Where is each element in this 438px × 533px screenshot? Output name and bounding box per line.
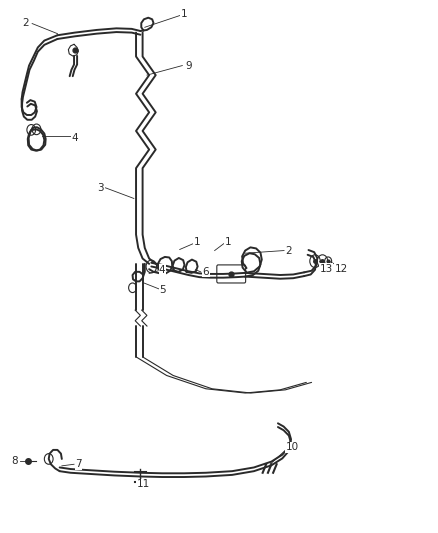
Text: 7: 7 bbox=[75, 459, 82, 469]
Text: 3: 3 bbox=[97, 183, 103, 193]
Text: 2: 2 bbox=[286, 246, 292, 255]
Text: 11: 11 bbox=[137, 480, 150, 489]
Text: 4: 4 bbox=[71, 133, 78, 143]
Text: 10: 10 bbox=[286, 442, 299, 452]
Text: 1: 1 bbox=[181, 9, 187, 19]
Text: 13: 13 bbox=[319, 264, 332, 273]
Text: 1: 1 bbox=[224, 237, 231, 247]
Text: 12: 12 bbox=[335, 264, 348, 273]
Text: 4: 4 bbox=[159, 265, 166, 274]
Text: 8: 8 bbox=[11, 456, 18, 465]
Text: 9: 9 bbox=[185, 61, 192, 70]
Text: 6: 6 bbox=[203, 267, 209, 277]
Text: 1: 1 bbox=[194, 237, 201, 247]
Text: 5: 5 bbox=[159, 286, 166, 295]
Text: 2: 2 bbox=[23, 18, 29, 28]
